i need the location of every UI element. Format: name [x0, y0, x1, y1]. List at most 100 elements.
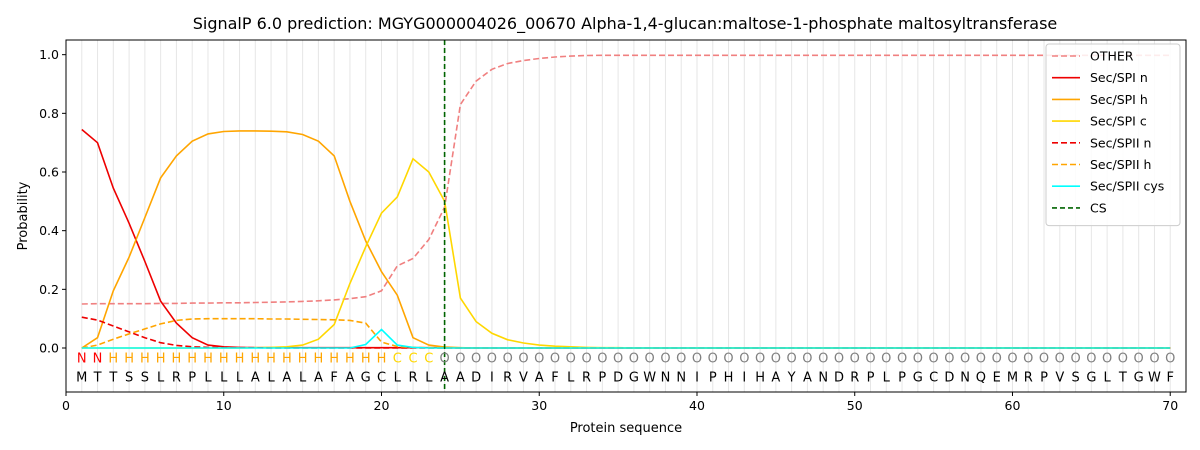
region-label: O — [897, 352, 907, 367]
residue-letter: W — [1148, 371, 1161, 386]
plot-frame — [65, 39, 1187, 393]
region-label: N — [77, 352, 87, 367]
region-label: H — [298, 352, 308, 367]
region-label: O — [566, 352, 576, 367]
residue-letter: L — [1104, 371, 1112, 386]
region-label: H — [377, 352, 387, 367]
residue-letter: D — [471, 371, 481, 386]
residue-letter: A — [251, 371, 260, 386]
region-label: O — [818, 352, 828, 367]
residue-letter: M — [76, 371, 87, 386]
residue-letter: G — [1134, 371, 1144, 386]
residue-letter: A — [314, 371, 323, 386]
y-tick-label: 0.8 — [39, 106, 59, 121]
residue-letter: D — [613, 371, 623, 386]
series-line-sec-spii-h — [81, 317, 1171, 349]
y-tick-label: 0.0 — [39, 341, 59, 356]
residue-letter: A — [440, 371, 449, 386]
y-tick-label: 0.6 — [39, 165, 59, 180]
region-label: O — [771, 352, 781, 367]
region-label: O — [881, 352, 891, 367]
series-lines — [81, 40, 1171, 392]
region-label: H — [361, 352, 371, 367]
residue-letter: Y — [787, 371, 796, 386]
region-label: O — [850, 352, 860, 367]
residue-letter: L — [204, 371, 212, 386]
series-line-other — [81, 54, 1171, 305]
region-label: O — [976, 352, 986, 367]
residue-letter: G — [629, 371, 639, 386]
region-label: O — [802, 352, 812, 367]
region-label: O — [913, 352, 923, 367]
region-label: H — [156, 352, 166, 367]
residue-letter: C — [929, 371, 938, 386]
x-tick-label: 70 — [1162, 398, 1178, 413]
region-label: H — [314, 352, 324, 367]
region-label: N — [93, 352, 103, 367]
region-label: O — [992, 352, 1002, 367]
region-label: C — [424, 352, 433, 367]
region-label: H — [282, 352, 292, 367]
residue-letter: E — [993, 371, 1001, 386]
legend-label: CS — [1090, 200, 1107, 215]
residue-letter: G — [913, 371, 923, 386]
region-label: C — [409, 352, 418, 367]
region-label: O — [787, 352, 797, 367]
region-label: H — [219, 352, 229, 367]
residue-letter: L — [394, 371, 402, 386]
region-label: O — [1134, 352, 1144, 367]
region-label: O — [581, 352, 591, 367]
region-label: H — [187, 352, 197, 367]
y-tick-label: 0.2 — [39, 282, 59, 297]
residue-letter: N — [661, 371, 671, 386]
residue-letter: P — [1040, 371, 1048, 386]
region-label: H — [345, 352, 355, 367]
x-axis-label: Protein sequence — [570, 421, 682, 436]
region-label: O — [1086, 352, 1096, 367]
residue-letter: S — [141, 371, 149, 386]
legend-label: Sec/SPII h — [1090, 157, 1151, 172]
region-label: O — [1149, 352, 1159, 367]
residue-letter: T — [1118, 371, 1127, 386]
region-label: O — [550, 352, 560, 367]
y-axis-ticks: 0.0 0.2 0.4 0.6 0.8 1.0 — [39, 47, 66, 356]
region-label: O — [1023, 352, 1033, 367]
residue-letter: H — [755, 371, 765, 386]
region-label: O — [534, 352, 544, 367]
residue-letter: F — [1166, 371, 1173, 386]
region-label: H — [235, 352, 245, 367]
residue-letter: T — [108, 371, 117, 386]
region-label: O — [1070, 352, 1080, 367]
residue-letter: C — [377, 371, 386, 386]
region-label: H — [203, 352, 213, 367]
residue-letter: S — [125, 371, 133, 386]
residue-letter: M — [1007, 371, 1018, 386]
residue-letter: L — [220, 371, 228, 386]
residue-letter: L — [236, 371, 244, 386]
series-line-sec-spi-h — [81, 130, 1171, 349]
grid — [81, 40, 1171, 392]
region-label: H — [140, 352, 150, 367]
residue-letter: N — [818, 371, 828, 386]
x-axis-ticks: 0 10 20 30 40 50 60 70 — [62, 392, 1178, 413]
region-label: O — [597, 352, 607, 367]
residue-letter: A — [803, 371, 812, 386]
residue-letter: R — [409, 371, 418, 386]
residue-letter: W — [643, 371, 656, 386]
residue-letter: V — [519, 371, 528, 386]
legend-label: OTHER — [1090, 49, 1134, 64]
x-tick-label: 60 — [1005, 398, 1021, 413]
residue-letter: R — [582, 371, 591, 386]
y-tick-label: 0.4 — [39, 223, 59, 238]
x-tick-label: 10 — [216, 398, 232, 413]
residue-letter: P — [898, 371, 906, 386]
x-tick-label: 30 — [531, 398, 547, 413]
x-tick-label: 50 — [847, 398, 863, 413]
region-label: O — [723, 352, 733, 367]
residue-letter: R — [172, 371, 181, 386]
region-label: O — [834, 352, 844, 367]
legend-label: Sec/SPI h — [1090, 92, 1148, 107]
sequence-annotations: NMNTHTHSHSHLHRHPHLHLHLHAHLHAHLHAHFHAHGHC… — [76, 352, 1175, 386]
series-line-sec-spii-n — [81, 316, 1171, 349]
residue-letter: V — [1055, 371, 1064, 386]
